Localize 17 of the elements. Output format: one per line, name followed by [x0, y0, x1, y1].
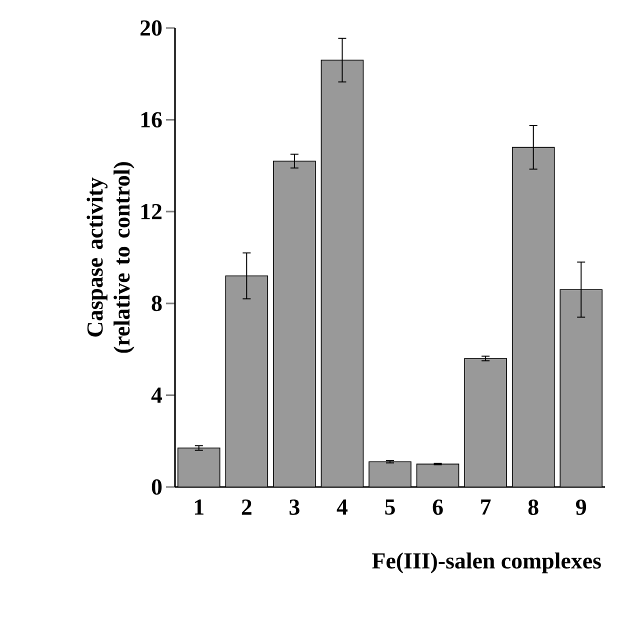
x-tick-label: 7 [481, 500, 491, 515]
x-tick-label: 1 [194, 500, 204, 515]
x-tick-label: 5 [385, 500, 395, 515]
x-axis-title: Fe(III)-salen complexes [372, 552, 601, 574]
y-tick-label: 12 [141, 204, 162, 220]
y-axis-title: Caspase activity (relative to control) [86, 162, 134, 353]
y-tick-label: 20 [140, 20, 162, 36]
x-tick-label: 3 [290, 500, 300, 515]
x-tick-label: 8 [528, 500, 538, 515]
x-tick-label: 9 [576, 500, 586, 515]
y-tick-label: 8 [152, 296, 162, 312]
x-tick-label: 6 [432, 500, 443, 515]
x-tick-label: 4 [336, 500, 348, 515]
x-tick-label: 2 [242, 500, 252, 515]
y-tick-label: 0 [152, 479, 162, 495]
y-tick-label: 16 [141, 112, 162, 128]
y-tick-label: 4 [151, 388, 162, 403]
